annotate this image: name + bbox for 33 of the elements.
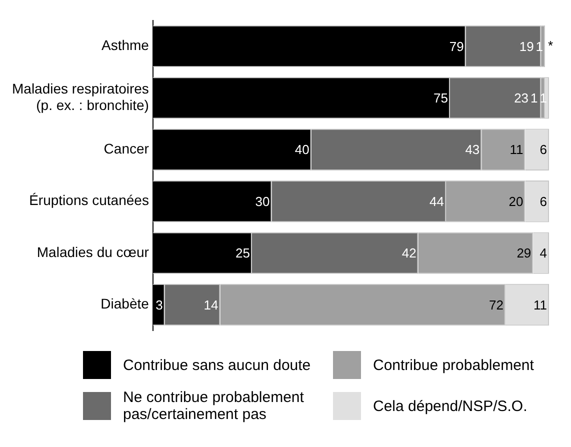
y-tick-label: Éruptions cutanées: [29, 192, 149, 208]
data-label: 14: [204, 297, 218, 312]
data-label: 43: [465, 142, 480, 158]
y-tick-label: Cancer: [104, 140, 150, 157]
data-label: 3: [156, 297, 163, 312]
legend-label: Contribue sans aucun doute: [123, 356, 311, 374]
data-label: 11: [534, 297, 547, 312]
data-label: 6: [540, 194, 547, 209]
data-label: 6: [540, 142, 547, 158]
y-tick-label: Maladies respiratoires (p. ex. : bronchite): [12, 80, 149, 114]
data-label: 1: [530, 90, 538, 106]
y-tick-label: Asthme: [101, 37, 150, 54]
legend-label: Cela dépend/NSP/S.O.: [373, 398, 528, 414]
legend-label: Ne contribue probablement pas/certainement pas: [123, 389, 305, 423]
data-label: 44: [430, 194, 444, 209]
y-tick-label: Maladies du cœur: [36, 244, 150, 260]
data-label: *: [548, 38, 554, 53]
data-label: 23: [514, 90, 529, 106]
data-label: 29: [516, 246, 532, 261]
data-label: 42: [402, 246, 416, 261]
data-label: 40: [294, 142, 310, 158]
data-label: 79: [449, 38, 464, 54]
data-label: 72: [488, 297, 504, 312]
data-label: 75: [434, 90, 448, 106]
data-label: 25: [235, 246, 250, 261]
data-label: 11: [510, 142, 524, 158]
data-label: 19: [519, 38, 534, 54]
legend-label: Contribue probablement: [373, 356, 534, 374]
data-label: 4: [540, 246, 547, 261]
data-label: 20: [508, 194, 524, 209]
data-label: 30: [255, 194, 270, 209]
data-label: 1: [540, 90, 547, 106]
y-tick-label: Diabète: [100, 296, 150, 312]
